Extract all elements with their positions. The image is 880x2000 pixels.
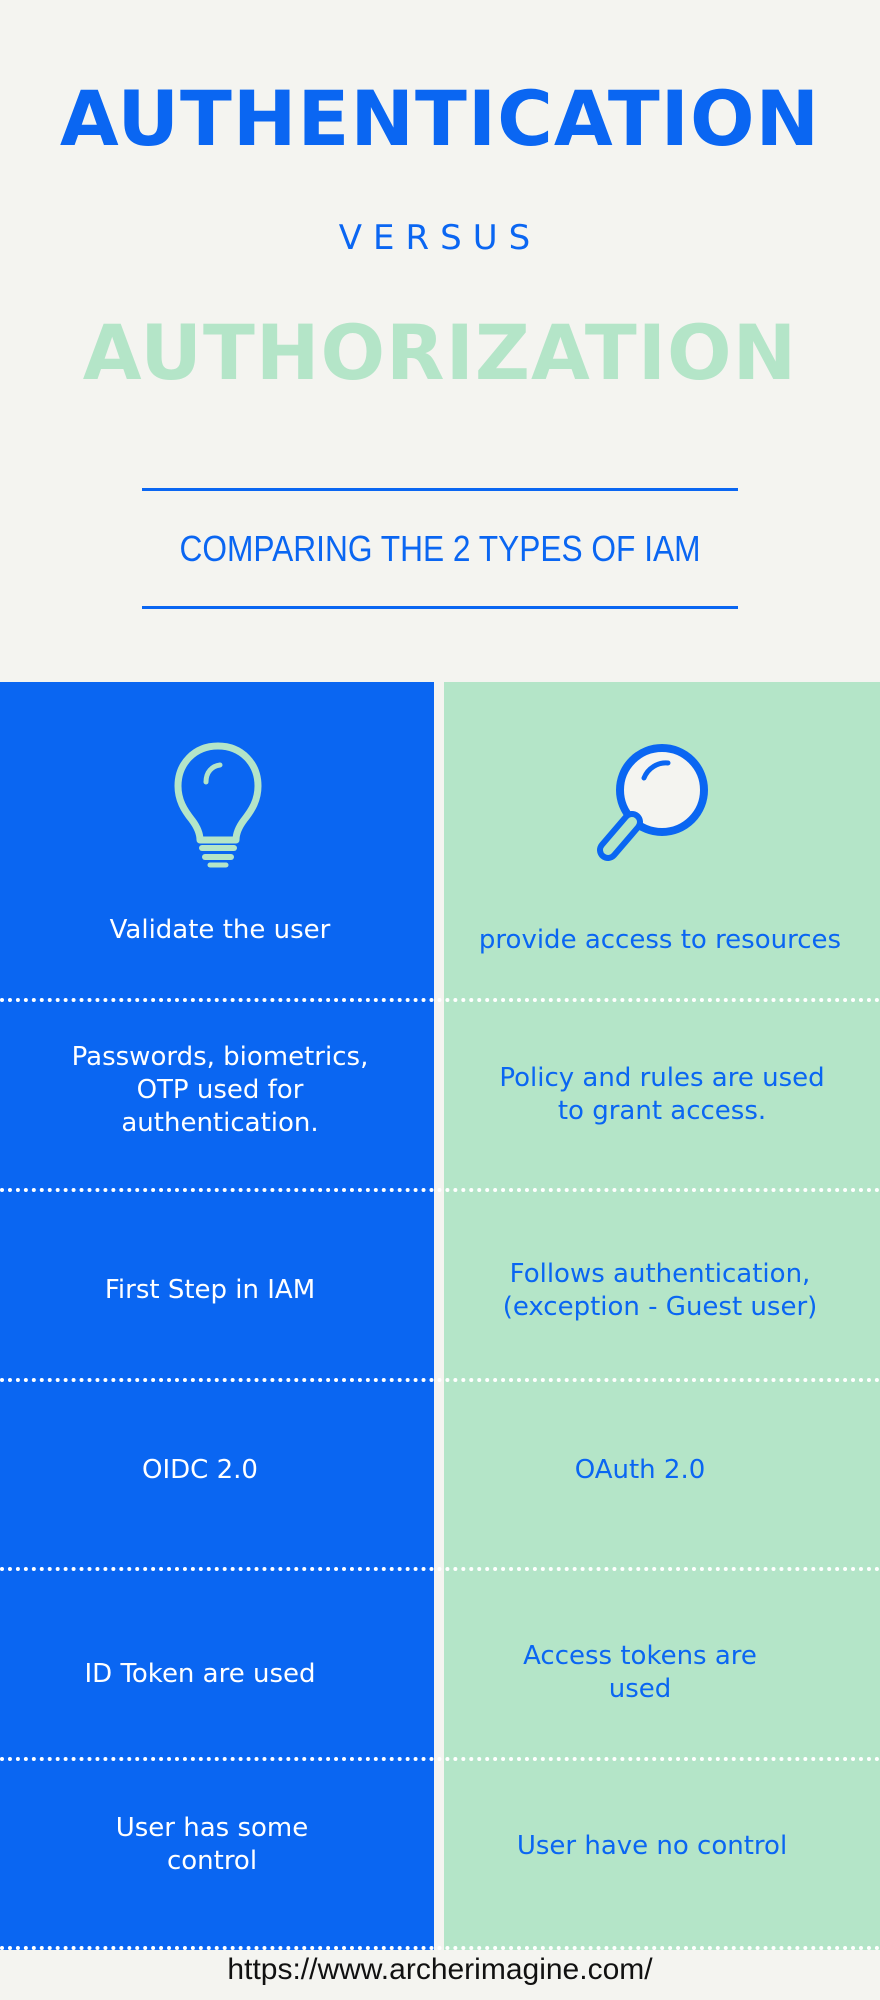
auth-row-validate: Validate the user (109, 914, 331, 945)
row-divider (0, 1567, 880, 1571)
authorization-column (444, 682, 880, 1950)
row-divider (0, 1188, 880, 1192)
authz-row-follows: Follows authentication, (exception - Gue… (502, 1259, 818, 1322)
versus-label: VERSUS (338, 218, 542, 258)
authentication-column (0, 682, 434, 1950)
row-divider (0, 998, 880, 1002)
header: AUTHENTICATION VERSUS AUTHORIZATION COMP… (0, 0, 880, 682)
authz-row-access: provide access to resources (478, 924, 842, 955)
subtitle: COMPARING THE 2 TYPES OF IAM (179, 528, 701, 569)
authz-row-token: Access tokens are used (523, 1641, 757, 1704)
row-divider (0, 1378, 880, 1382)
title-authentication: AUTHENTICATION (59, 74, 821, 163)
footer-url: https://www.archerimagine.com/ (0, 1950, 880, 2000)
row-divider (0, 1946, 880, 1950)
subtitle-bottom-rule (142, 606, 738, 609)
subtitle-top-rule (142, 488, 738, 491)
title-authorization: AUTHORIZATION (82, 308, 798, 397)
auth-row-protocol: OIDC 2.0 (142, 1454, 258, 1485)
authz-row-protocol: OAuth 2.0 (574, 1454, 706, 1485)
authz-row-policy: Policy and rules are used to grant acces… (499, 1063, 825, 1126)
auth-row-first-step: First Step in IAM (104, 1274, 316, 1305)
lightbulb-icon (174, 742, 262, 868)
auth-row-methods: Passwords, biometrics, OTP used for auth… (71, 1041, 369, 1138)
auth-row-token: ID Token are used (84, 1658, 316, 1689)
row-divider (0, 1757, 880, 1761)
authz-row-control: User have no control (516, 1830, 788, 1861)
magnifying-glass-icon (597, 744, 708, 861)
auth-row-control: User has some control (115, 1813, 309, 1876)
